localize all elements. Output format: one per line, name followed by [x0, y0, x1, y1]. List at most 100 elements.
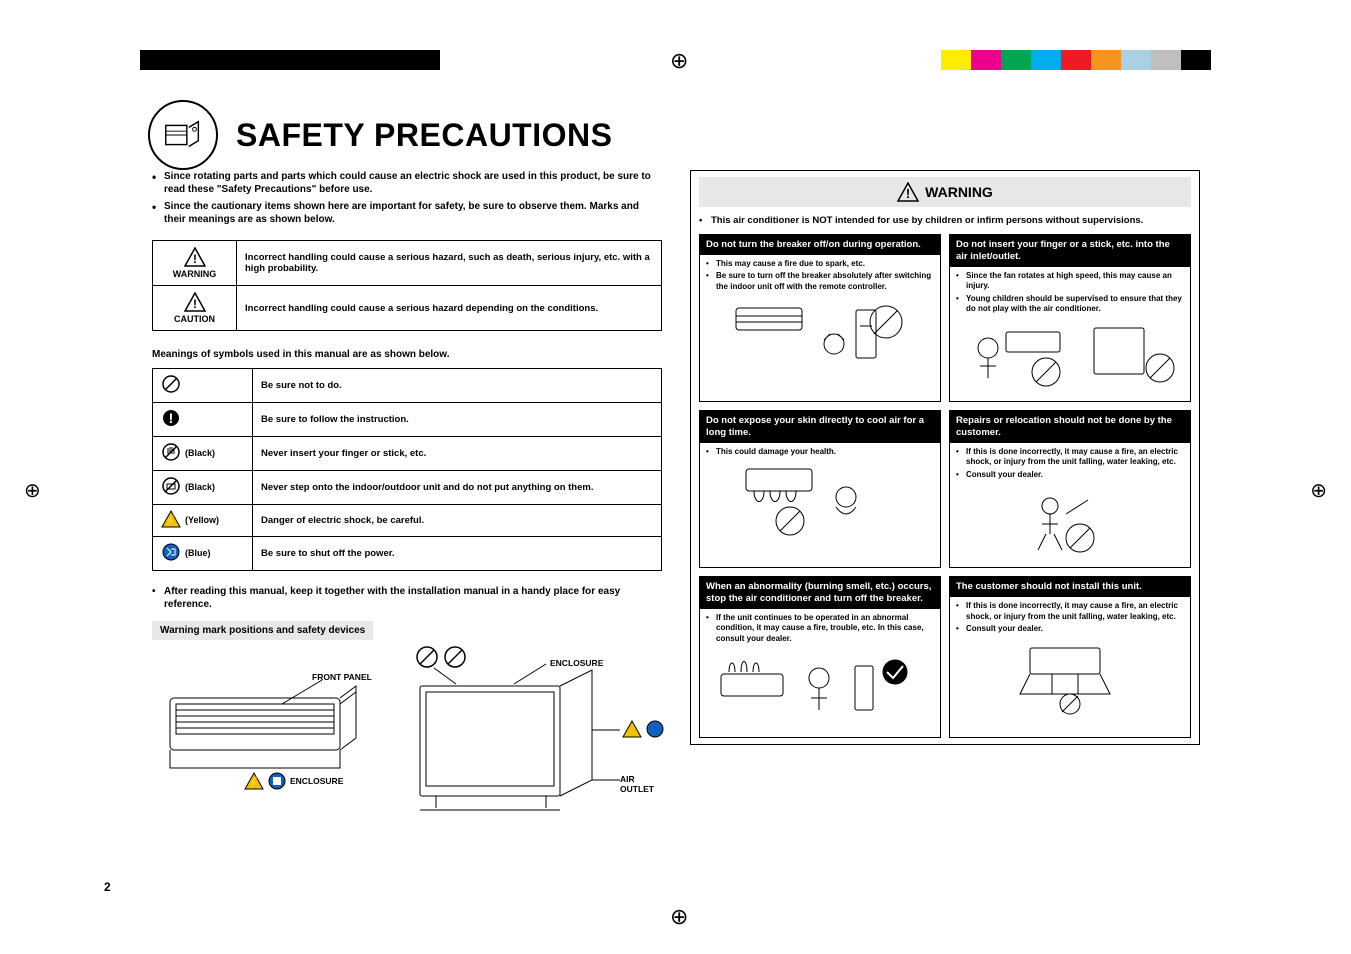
warning-panel: ! WARNING This air conditioner is NOT in… — [690, 170, 1200, 745]
card-illustration — [956, 318, 1184, 395]
card-title: Do not expose your skin directly to cool… — [700, 411, 940, 443]
symbol-cell: (Blue) — [153, 537, 253, 571]
card-body: Since the fan rotates at high speed, thi… — [950, 267, 1190, 402]
card-bullet: This could damage your health. — [706, 447, 934, 457]
card-bullet: If the unit continues to be operated in … — [706, 613, 934, 644]
warning-card: Repairs or relocation should not be done… — [949, 410, 1191, 568]
svg-text:⚡: ⚡ — [165, 514, 177, 527]
card-body: If the unit continues to be operated in … — [700, 609, 940, 737]
svg-text:⚡: ⚡ — [247, 776, 261, 789]
card-body: This could damage your health. — [700, 443, 940, 550]
definition-text-cell: Incorrect handling could cause a serious… — [237, 286, 662, 331]
definition-symbol-cell: !CAUTION — [153, 286, 237, 331]
crop-blackboxes — [140, 50, 440, 70]
card-bullet: Young children should be supervised to e… — [956, 294, 1184, 315]
intro-item: Since the cautionary items shown here ar… — [152, 200, 662, 226]
enclosure-label: ENCLOSURE — [290, 776, 343, 786]
power-off-icon — [268, 772, 286, 790]
crop-colorboxes — [911, 50, 1211, 70]
warning-card: Do not expose your skin directly to cool… — [699, 410, 941, 568]
palette-swatch — [971, 50, 1001, 70]
shock-triangle-icon: ⚡ — [244, 772, 264, 790]
symbol-text-cell: Never step onto the indoor/outdoor unit … — [253, 471, 662, 505]
warning-card: Do not turn the breaker off/on during op… — [699, 234, 941, 402]
indoor-unit-diagram: FRONT PANEL ⚡ ENCLO — [152, 650, 382, 810]
card-body: This may cause a fire due to spark, etc.… — [700, 255, 940, 379]
shock-triangle-icon — [622, 720, 642, 738]
symbol-icon — [161, 442, 181, 465]
warning-header: ! WARNING — [699, 177, 1191, 207]
symbol-icon — [161, 374, 181, 397]
symbol-text-cell: Never insert your finger or stick, etc. — [253, 437, 662, 471]
palette-swatch — [1151, 50, 1181, 70]
page-header: SAFETY PRECAUTIONS — [148, 100, 612, 170]
card-title: When an abnormality (burning smell, etc.… — [700, 577, 940, 609]
warning-triangle-icon: ! — [897, 182, 919, 202]
card-bullet: This may cause a fire due to spark, etc. — [706, 259, 934, 269]
table-row: Be sure not to do. — [153, 369, 662, 403]
palette-swatch — [941, 50, 971, 70]
symbol-cell — [153, 369, 253, 403]
crop-left-icon: ⊕ — [24, 478, 41, 503]
card-illustration — [706, 648, 934, 731]
left-column: Since rotating parts and parts which cou… — [152, 170, 662, 840]
symbols-heading: Meanings of symbols used in this manual … — [152, 349, 662, 360]
card-bullet: Consult your dealer. — [956, 624, 1184, 634]
crop-topbar: ⊕ — [0, 50, 1351, 78]
intro-item: Since rotating parts and parts which cou… — [152, 170, 662, 196]
card-body: If this is done incorrectly, it may caus… — [950, 443, 1190, 567]
mark-positions-box: Warning mark positions and safety device… — [152, 621, 373, 640]
definition-symbol-cell: !WARNING — [153, 241, 237, 286]
palette-swatch — [1031, 50, 1061, 70]
card-title: The customer should not install this uni… — [950, 577, 1190, 597]
card-bullet: Be sure to turn off the breaker absolute… — [706, 271, 934, 292]
warning-card: Do not insert your finger or a stick, et… — [949, 234, 1191, 402]
crop-center-icon: ⊕ — [670, 48, 688, 74]
palette-swatch — [1121, 50, 1151, 70]
table-row: (Black)Never insert your finger or stick… — [153, 437, 662, 471]
manual-icon — [148, 100, 218, 170]
intro-list: Since rotating parts and parts which cou… — [152, 170, 662, 226]
card-body: If this is done incorrectly, it may caus… — [950, 597, 1190, 727]
card-title: Do not insert your finger or a stick, et… — [950, 235, 1190, 267]
warning-card-grid: Do not turn the breaker off/on during op… — [699, 234, 1191, 738]
table-row: !CAUTIONIncorrect handling could cause a… — [153, 286, 662, 331]
definition-table: !WARNINGIncorrect handling could cause a… — [152, 240, 662, 331]
svg-text:!: ! — [169, 410, 174, 426]
palette-swatch — [1091, 50, 1121, 70]
card-bullet: If this is done incorrectly, it may caus… — [956, 447, 1184, 468]
warning-card: The customer should not install this uni… — [949, 576, 1191, 738]
table-row: ⚡(Yellow)Danger of electric shock, be ca… — [153, 505, 662, 537]
svg-text:!: ! — [906, 186, 910, 201]
card-bullets: If the unit continues to be operated in … — [706, 613, 934, 644]
card-bullets: If this is done incorrectly, it may caus… — [956, 447, 1184, 480]
front-panel-label: FRONT PANEL — [312, 672, 372, 682]
symbol-icon — [161, 476, 181, 499]
symbol-cell: (Black) — [153, 471, 253, 505]
right-column: ! WARNING This air conditioner is NOT in… — [690, 170, 1200, 745]
svg-text:!: ! — [193, 297, 197, 311]
symbols-table: Be sure not to do.! Be sure to follow the… — [152, 368, 662, 571]
symbol-text-cell: Be sure to follow the instruction. — [253, 403, 662, 437]
card-bullet: If this is done incorrectly, it may caus… — [956, 601, 1184, 622]
air-outlet-label: AIR OUTLET — [620, 774, 666, 794]
card-bullet: Consult your dealer. — [956, 470, 1184, 480]
card-title: Repairs or relocation should not be done… — [950, 411, 1190, 443]
table-row: (Black)Never step onto the indoor/outdoo… — [153, 471, 662, 505]
warning-header-text: WARNING — [925, 184, 993, 200]
warning-note: This air conditioner is NOT intended for… — [699, 215, 1191, 226]
diagram-area: FRONT PANEL ⚡ ENCLO — [152, 650, 662, 840]
crop-bottom-icon: ⊕ — [670, 904, 688, 930]
palette-swatch — [1061, 50, 1091, 70]
symbol-icon: ! — [161, 408, 181, 431]
no-finger-icon — [416, 646, 438, 668]
symbol-icon — [161, 542, 181, 565]
no-step-icon — [444, 646, 466, 668]
card-illustration — [956, 484, 1184, 561]
palette-swatch — [911, 50, 941, 70]
svg-text:!: ! — [193, 252, 197, 266]
table-row: !WARNINGIncorrect handling could cause a… — [153, 241, 662, 286]
symbol-icon: ⚡ — [161, 510, 181, 531]
card-bullets: This may cause a fire due to spark, etc.… — [706, 259, 934, 292]
card-illustration — [706, 461, 934, 544]
